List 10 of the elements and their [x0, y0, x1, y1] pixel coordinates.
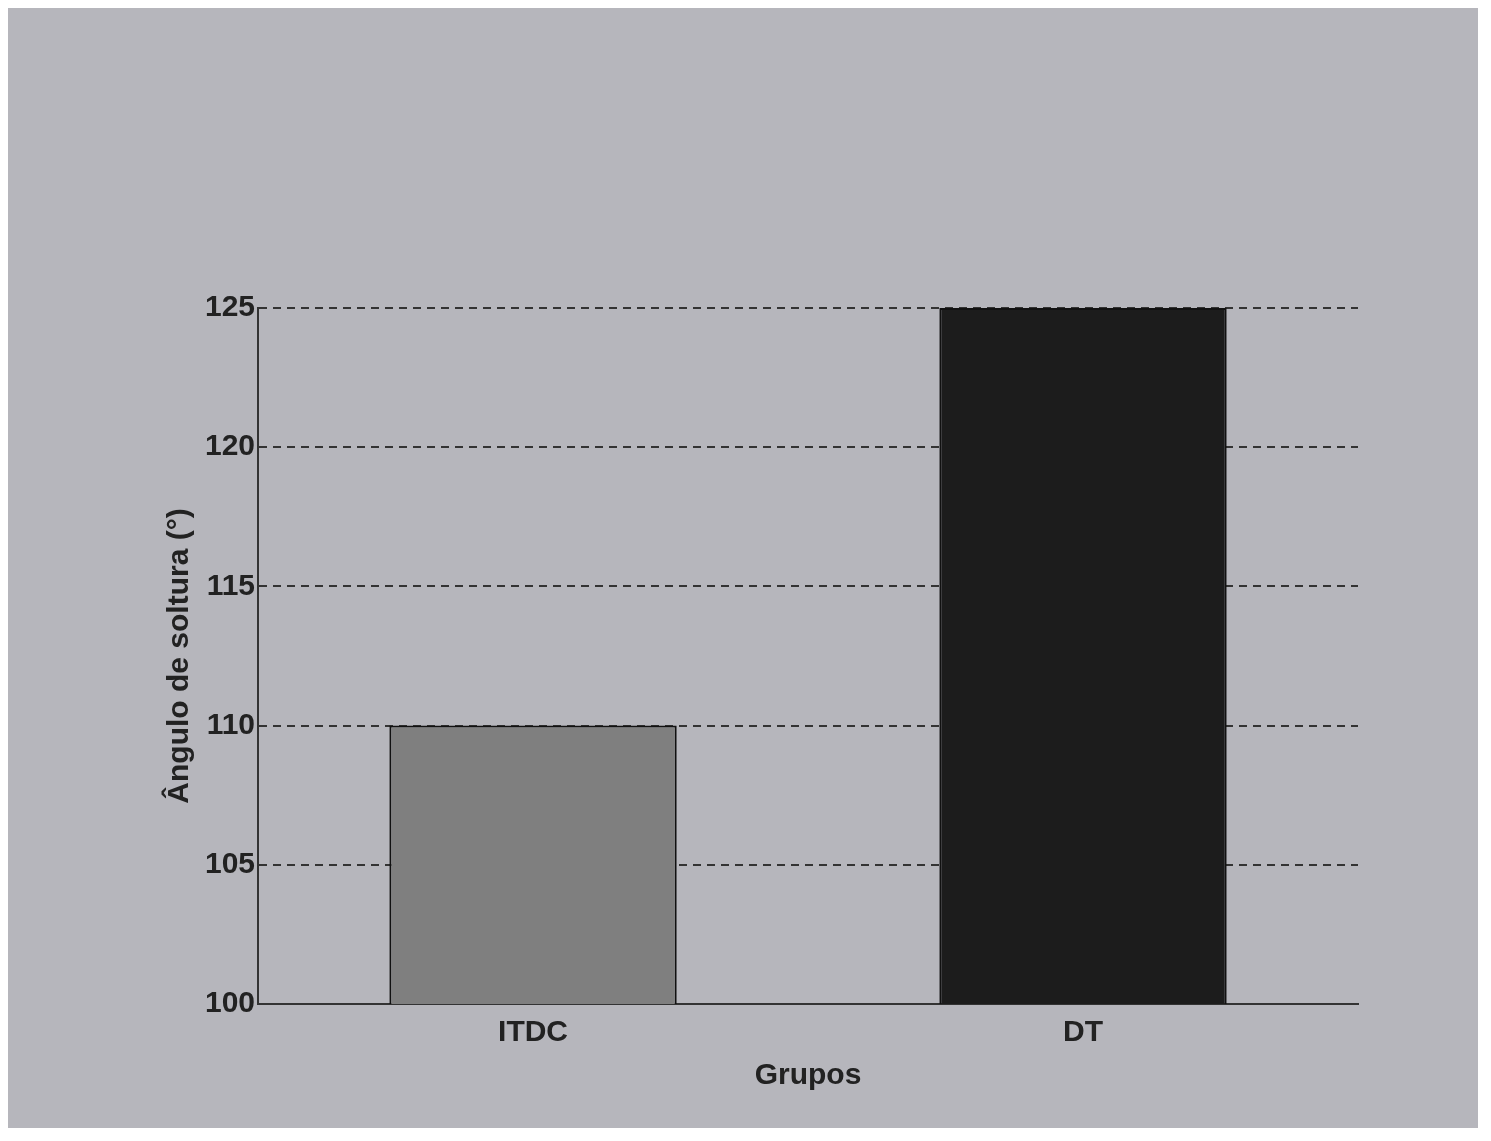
y-tick-label: 110 [206, 706, 256, 740]
y-tick-label: 125 [204, 289, 256, 323]
x-tick-label: ITDC [498, 1014, 569, 1048]
y-tick-label: 120 [204, 428, 256, 462]
y-tick-label: 100 [204, 985, 256, 1019]
x-tick-label: DT [1063, 1014, 1104, 1048]
x-axis-title: Grupos [754, 1057, 862, 1091]
y-axis-title: Ângulo de soltura (°) [161, 508, 195, 804]
y-tick-label: 115 [206, 567, 256, 601]
y-tick-label: 105 [204, 846, 256, 880]
